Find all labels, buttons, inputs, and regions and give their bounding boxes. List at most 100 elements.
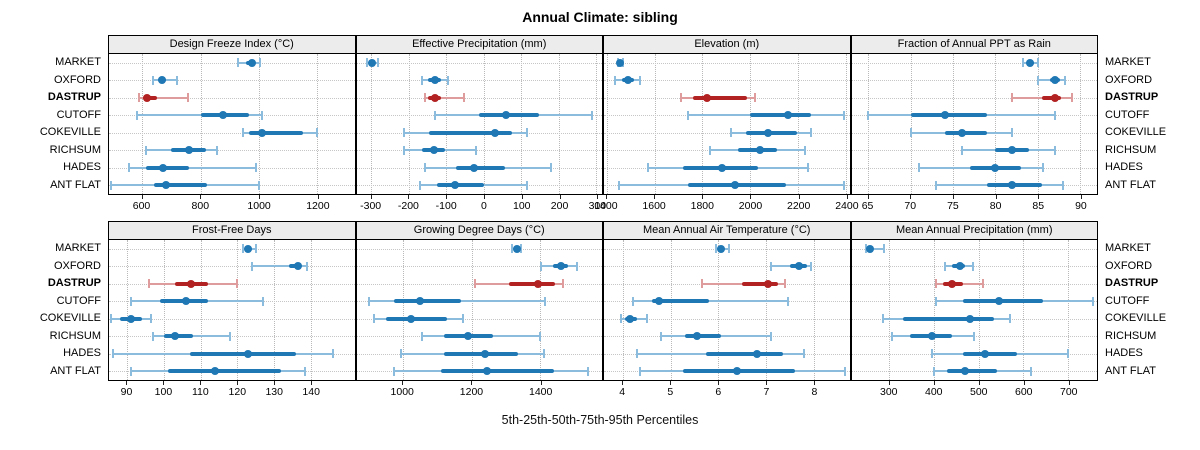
gridline-vertical — [978, 240, 980, 380]
panel-grid-row-1: MARKET OXFORD DASTRUP CUTOFF COKEVILLE RICHSU… — [0, 221, 1200, 405]
median-dot — [407, 314, 416, 323]
whisker-cap — [935, 180, 938, 190]
gridline-horizontal — [851, 97, 1097, 99]
whisker-cap — [1063, 75, 1066, 85]
median-dot — [451, 181, 460, 190]
panel-strip-label: Effective Precipitation (mm) — [355, 35, 603, 53]
gridline-vertical — [702, 54, 704, 194]
axis-tick — [311, 381, 313, 385]
whisker-cap — [730, 128, 733, 138]
axis-tick — [1038, 195, 1040, 199]
axis-tick — [888, 381, 890, 385]
whisker-cap — [144, 145, 147, 155]
axis-tick-label: 800 — [191, 200, 210, 212]
axis-tick-label: 90 — [120, 386, 133, 398]
row-label-dastrup: DASTRUP — [1105, 91, 1159, 103]
axis-tick-label: 1000 — [390, 386, 414, 398]
whisker-cap — [1092, 296, 1095, 306]
axis-tick — [846, 195, 848, 199]
whisker-cap — [150, 314, 153, 324]
median-dot — [703, 93, 712, 102]
whisker-cap — [402, 145, 405, 155]
whisker-cap — [619, 314, 622, 324]
median-dot — [752, 349, 761, 358]
axis-tick — [370, 195, 372, 199]
median-dot — [143, 93, 152, 102]
axis-tick-label: 300 — [588, 200, 607, 212]
gridline-horizontal — [109, 266, 355, 268]
gridline-horizontal — [356, 248, 602, 250]
interquartile-bar — [440, 369, 554, 374]
whisker-cap — [109, 180, 112, 190]
axis-tick-label: 0 — [481, 200, 487, 212]
whisker-cap — [769, 331, 772, 341]
axis-tick — [1068, 381, 1070, 385]
gridline-vertical — [995, 54, 997, 194]
interquartile-bar — [651, 299, 709, 304]
median-dot — [692, 332, 701, 341]
whisker-cap — [393, 366, 396, 376]
whisker-cap — [769, 261, 772, 271]
panel-strip-label: Frost-Free Days — [108, 221, 356, 239]
row-label-richsum: RICHSUM — [49, 143, 101, 156]
median-dot — [157, 76, 166, 85]
percentile-whisker — [866, 247, 884, 250]
panel-plot-area — [355, 53, 603, 195]
whisker-cap — [708, 145, 711, 155]
percentile-whisker — [136, 114, 263, 117]
whisker-cap — [237, 58, 240, 68]
gridline-horizontal — [356, 97, 602, 99]
gridline-vertical — [813, 240, 815, 380]
whisker-cap — [646, 163, 649, 173]
median-dot — [502, 111, 511, 120]
gridline-vertical — [558, 54, 560, 194]
gridline-vertical — [163, 240, 165, 380]
whisker-cap — [241, 128, 244, 138]
row-label-ant-flat: ANT FLAT — [1105, 178, 1156, 191]
whisker-cap — [971, 261, 974, 271]
gridline-vertical — [142, 54, 144, 194]
whisker-cap — [784, 279, 787, 289]
median-dot — [247, 58, 256, 67]
whisker-cap — [236, 279, 239, 289]
whisker-cap — [148, 279, 151, 289]
whisker-cap — [475, 145, 478, 155]
whisker-cap — [660, 331, 663, 341]
whisker-cap — [631, 296, 634, 306]
whisker-cap — [151, 331, 154, 341]
whisker-cap — [539, 261, 542, 271]
axis-tick — [483, 195, 485, 199]
whisker-cap — [254, 244, 257, 254]
gridline-vertical — [273, 240, 275, 380]
whisker-cap — [241, 244, 244, 254]
interquartile-bar — [706, 351, 783, 356]
whisker-cap — [933, 366, 936, 376]
row-label-cutoff: CUTOFF — [1105, 294, 1150, 307]
whisker-cap — [614, 75, 617, 85]
whisker-cap — [520, 244, 523, 254]
median-dot — [293, 262, 302, 271]
whisker-cap — [618, 180, 621, 190]
panel-plot-area — [355, 239, 603, 381]
axis-tick-label: 1600 — [642, 200, 666, 212]
panel-strip-label: Growing Degree Days (°C) — [355, 221, 603, 239]
gridline-vertical — [371, 54, 373, 194]
whisker-cap — [561, 279, 564, 289]
whisker-cap — [639, 75, 642, 85]
percentile-whisker — [129, 166, 256, 169]
gridline-horizontal — [851, 62, 1097, 64]
gridline-horizontal — [604, 266, 850, 268]
gridline-vertical — [1023, 240, 1025, 380]
gridline-vertical — [889, 240, 891, 380]
whisker-cap — [254, 163, 257, 173]
median-dot — [940, 111, 949, 120]
interquartile-bar — [692, 95, 748, 100]
median-dot — [784, 111, 793, 120]
interquartile-bar — [248, 130, 303, 135]
whisker-cap — [1066, 349, 1069, 359]
median-dot — [947, 279, 956, 288]
percentile-whisker — [632, 300, 788, 303]
gridline-vertical — [402, 240, 404, 380]
whisker-cap — [400, 349, 403, 359]
axis-tick-label: 600 — [132, 200, 151, 212]
